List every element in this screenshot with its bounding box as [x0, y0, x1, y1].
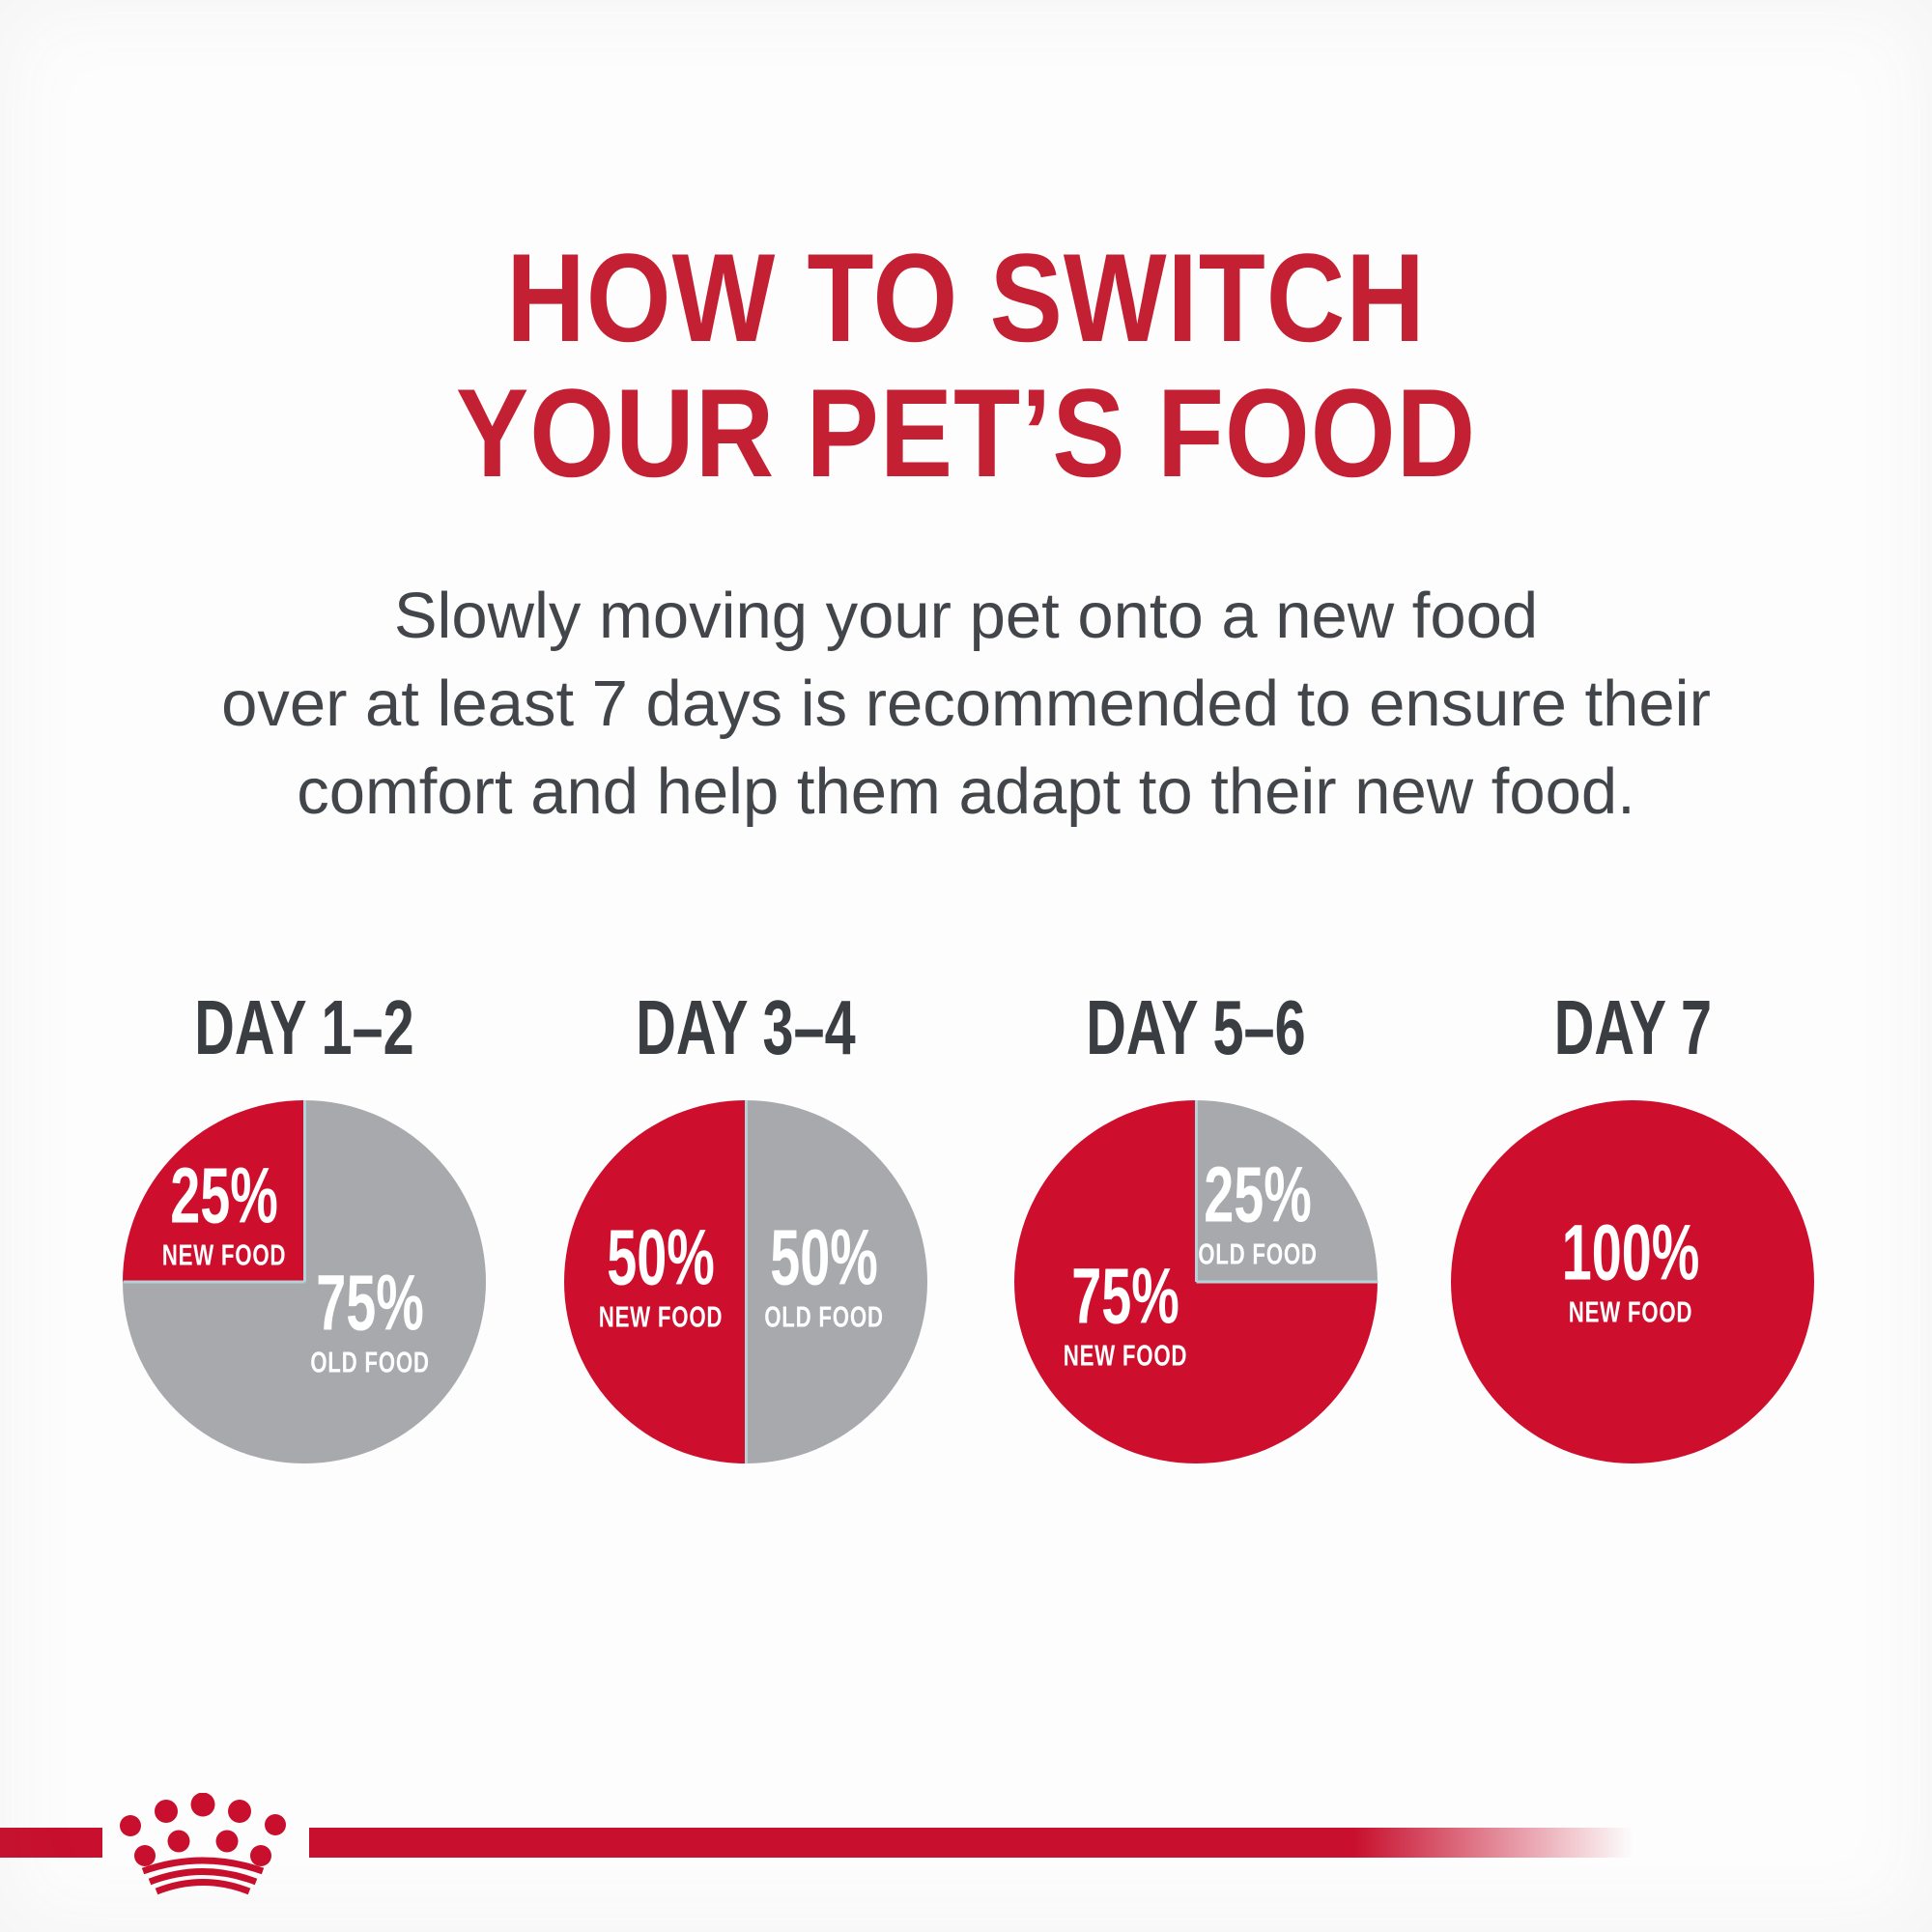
slice-percentage: 75%	[1070, 1252, 1179, 1341]
pie-slice-label: 75% OLD FOOD	[287, 1259, 453, 1379]
slice-percentage: 25%	[170, 1151, 279, 1240]
segment-divider-line	[1194, 1100, 1198, 1282]
pie-column: DAY 1–2 75% OLD FOOD 25% NEW FOOD	[101, 987, 507, 1463]
slice-food-type-label: OLD FOOD	[1198, 1236, 1318, 1271]
segment-divider-line	[1196, 1280, 1378, 1284]
slice-percentage: 25%	[1204, 1151, 1312, 1239]
intro-line-1: Slowly moving your pet onto a new food	[393, 580, 1539, 652]
day-range-label-text: DAY 5–6	[1086, 984, 1306, 1070]
page-title: HOW TO SWITCH YOUR PET’S FOOD	[0, 230, 1932, 500]
pie-slice-label: 25% OLD FOOD	[1175, 1151, 1341, 1271]
crown-arcs	[141, 1857, 265, 1895]
pie-slice-label: 75% NEW FOOD	[1038, 1252, 1211, 1373]
pie-chart: 50% OLD FOOD 50% NEW FOOD	[564, 1100, 927, 1463]
day-range-label: DAY 7	[1430, 987, 1835, 1068]
slice-percentage: 100%	[1561, 1208, 1700, 1297]
pie-chart: 75% OLD FOOD 25% NEW FOOD	[123, 1100, 486, 1463]
day-range-label-text: DAY 7	[1553, 984, 1712, 1070]
slice-percentage: 75%	[315, 1259, 424, 1348]
pie-slice-label: 50% NEW FOOD	[574, 1213, 747, 1334]
slice-food-type-label: OLD FOOD	[764, 1299, 884, 1334]
royal-canin-crown-icon	[120, 1793, 286, 1895]
intro-line-3: comfort and help them adapt to their new…	[297, 755, 1635, 828]
pie-column: DAY 5–6 25% OLD FOOD 75% NEW FOOD	[993, 987, 1399, 1463]
day-range-label-text: DAY 3–4	[636, 984, 856, 1070]
pie-column: DAY 7 100% NEW FOOD	[1430, 987, 1835, 1463]
slice-percentage: 50%	[770, 1213, 878, 1302]
intro-paragraph: Slowly moving your pet onto a new food o…	[0, 572, 1932, 836]
crown-dots	[120, 1793, 286, 1866]
intro-line-2: over at least 7 days is recommended to e…	[221, 668, 1711, 740]
slice-food-type-label: OLD FOOD	[309, 1345, 430, 1379]
segment-divider-line	[744, 1100, 748, 1282]
pie-column: DAY 3–4 50% OLD FOOD 50% NEW FOOD	[543, 987, 949, 1463]
day-range-label: DAY 3–4	[543, 987, 949, 1068]
pie-slice-label: 50% OLD FOOD	[741, 1213, 907, 1334]
pie-chart: 100% NEW FOOD	[1451, 1100, 1814, 1463]
page-title-line-2: YOUR PET’S FOOD	[455, 362, 1477, 503]
slice-food-type-label: NEW FOOD	[598, 1299, 723, 1334]
day-range-label: DAY 1–2	[101, 987, 507, 1068]
pie-slice-label: 25% NEW FOOD	[138, 1151, 311, 1272]
segment-divider-line	[302, 1100, 306, 1282]
pie-slice-label: 100% NEW FOOD	[1529, 1208, 1732, 1329]
slice-percentage: 50%	[606, 1213, 715, 1302]
day-range-label: DAY 5–6	[993, 987, 1399, 1068]
page-title-line-1: HOW TO SWITCH	[506, 227, 1426, 368]
brand-rule-right	[309, 1828, 1633, 1858]
brand-rule-left	[0, 1828, 102, 1858]
pie-chart: 25% OLD FOOD 75% NEW FOOD	[1014, 1100, 1378, 1463]
day-range-label-text: DAY 1–2	[194, 984, 414, 1070]
slice-food-type-label: NEW FOOD	[162, 1237, 287, 1272]
segment-divider-line	[123, 1280, 304, 1284]
slice-food-type-label: NEW FOOD	[1568, 1294, 1693, 1329]
slice-food-type-label: NEW FOOD	[1063, 1338, 1187, 1373]
